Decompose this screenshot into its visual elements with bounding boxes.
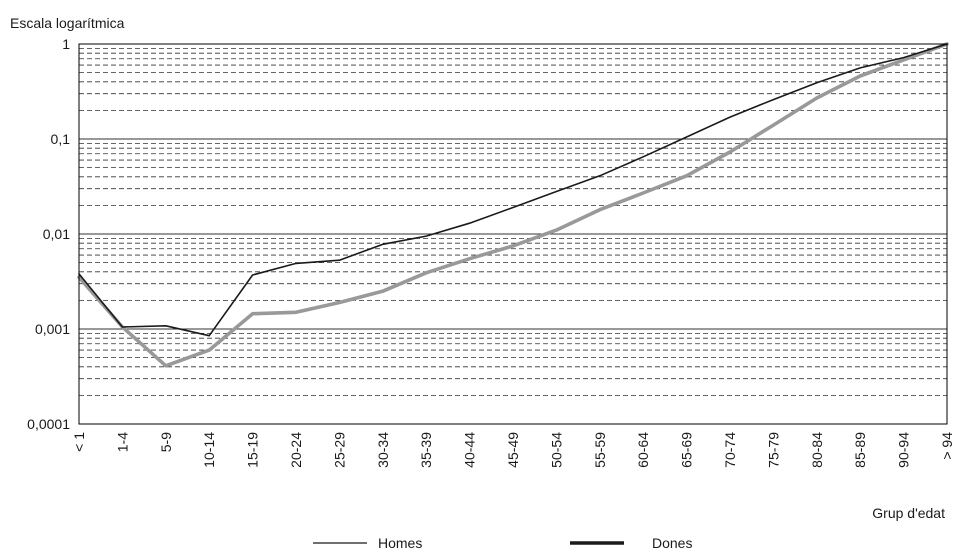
x-tick-label: 90-94 xyxy=(896,432,912,468)
x-axis-title: Grup d'edat xyxy=(872,505,945,521)
x-tick-label: 55-59 xyxy=(592,432,608,468)
x-tick-label: 75-79 xyxy=(765,432,781,468)
y-axis-title: Escala logarítmica xyxy=(10,15,125,31)
x-tick-label: 15-19 xyxy=(245,432,261,468)
y-tick-labels: 1 0,1 0,01 0,001 0,0001 xyxy=(27,36,70,432)
legend-label-homes: Homes xyxy=(378,535,422,550)
x-tick-label: 50-54 xyxy=(548,432,564,468)
plot-frame xyxy=(78,43,948,425)
legend: Homes Dones xyxy=(313,535,692,550)
x-tick-label: 1-4 xyxy=(114,432,130,452)
series-line-homes xyxy=(78,43,948,337)
x-tick-label: 80-84 xyxy=(809,432,825,468)
x-tick-label: 60-64 xyxy=(635,432,651,468)
x-tick-label: 5-9 xyxy=(158,432,174,452)
x-tick-label: 85-89 xyxy=(852,432,868,468)
gridlines xyxy=(79,43,947,396)
series-line-dones xyxy=(77,42,949,368)
x-tick-label: > 94 xyxy=(939,432,954,460)
x-tick-label: 35-39 xyxy=(418,432,434,468)
x-tick-label: 40-44 xyxy=(462,432,478,468)
x-tick-label: 30-34 xyxy=(375,432,391,468)
x-tick-label: 25-29 xyxy=(331,432,347,468)
y-tick-label: 0,01 xyxy=(43,226,70,242)
x-tick-label: < 1 xyxy=(71,432,87,452)
series-lines xyxy=(77,42,949,368)
y-tick-label: 1 xyxy=(62,36,70,52)
x-tick-label: 10-14 xyxy=(201,432,217,468)
x-tick-labels: < 1 1-4 5-9 10-14 15-19 20-24 25-29 30-34 35-39 4… xyxy=(71,432,954,468)
x-tick-label: 65-69 xyxy=(679,432,695,468)
y-tick-label: 0,1 xyxy=(51,131,71,147)
legend-label-dones: Dones xyxy=(652,535,692,550)
x-tick-label: 20-24 xyxy=(288,432,304,468)
x-tick-label: 45-49 xyxy=(505,432,521,468)
x-tick-label: 70-74 xyxy=(722,432,738,468)
y-tick-label: 0,001 xyxy=(35,321,70,337)
y-tick-label: 0,0001 xyxy=(27,416,70,432)
